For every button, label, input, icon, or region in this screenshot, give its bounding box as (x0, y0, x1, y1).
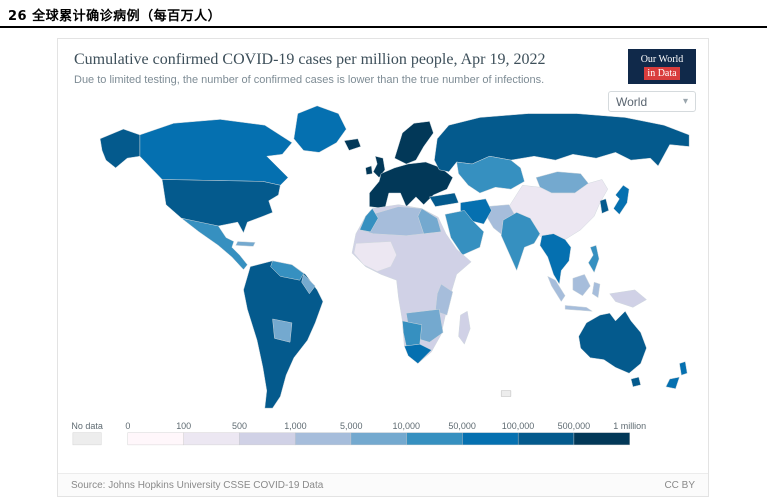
map-region-new-zealand[interactable] (665, 361, 688, 389)
map-region-europe[interactable] (369, 121, 454, 209)
map-region-philippines[interactable] (588, 245, 600, 274)
source-text[interactable]: Source: Johns Hopkins University CSSE CO… (71, 479, 324, 491)
page-title: 26 全球累计确诊病例（每百万人） (8, 9, 222, 24)
legend: No data 0 100 500 1,000 5,000 10,000 50,… (58, 419, 708, 455)
map-region-west-africa[interactable] (353, 241, 397, 272)
map-region-greenland[interactable] (293, 105, 347, 153)
legend-bin-0[interactable] (127, 432, 184, 446)
map-region-central-asia[interactable] (456, 155, 525, 194)
legend-bin-3[interactable] (294, 432, 351, 446)
map-region-south-africa[interactable] (403, 343, 432, 364)
map-region-turkey[interactable] (429, 192, 459, 207)
entity-selector-value: World (616, 94, 648, 109)
legend-scale: No data 0 100 500 1,000 5,000 10,000 50,… (71, 421, 646, 446)
legend-tick-2: 500 (232, 421, 247, 431)
header-rule (0, 26, 767, 28)
map-region-russia[interactable] (434, 113, 690, 172)
world-map (99, 105, 690, 409)
map-region-south-korea[interactable] (599, 198, 610, 214)
map-region-indonesia-malaysia[interactable] (547, 274, 601, 312)
owid-chart-card: Cumulative confirmed COVID-19 cases per … (57, 38, 709, 497)
entity-selector[interactable]: World ▾ (608, 91, 696, 112)
map-region-guyanas[interactable] (301, 273, 316, 295)
map-region-se-asia-mainland[interactable] (539, 233, 572, 285)
legend-tick-9: 1 million (613, 421, 646, 431)
map-region-alaska[interactable] (99, 128, 141, 169)
legend-bin-6[interactable] (461, 432, 518, 446)
legend-tick-0: 0 (125, 421, 130, 431)
map-region-japan[interactable] (613, 184, 630, 215)
map-region-canada[interactable] (139, 119, 293, 186)
map-region-uk-ireland[interactable] (365, 155, 386, 178)
map-region-madagascar[interactable] (458, 310, 471, 345)
map-region-namibia-botswana[interactable] (402, 320, 423, 347)
legend-bin-2[interactable] (238, 432, 295, 446)
legend-bin-5[interactable] (405, 432, 463, 446)
legend-tick-4: 5,000 (340, 421, 362, 431)
chart-header: Cumulative confirmed COVID-19 cases per … (58, 39, 708, 112)
legend-tick-6: 50,000 (448, 421, 475, 431)
map-region-mexico-central-america[interactable] (181, 217, 248, 270)
legend-bin-8[interactable] (573, 432, 630, 446)
legend-bin-4[interactable] (350, 432, 407, 446)
owid-logo-line2: in Data (644, 66, 680, 80)
legend-bin-1[interactable] (182, 432, 240, 446)
map-region-french-southern-territories[interactable] (500, 390, 512, 397)
map-region-east-africa[interactable] (435, 283, 454, 316)
map-region-arabian-peninsula[interactable] (444, 210, 485, 256)
map-region-tasmania[interactable] (630, 376, 641, 388)
legend-bin-7[interactable] (517, 432, 574, 446)
map-region-new-guinea[interactable] (609, 289, 647, 308)
license-link[interactable]: CC BY (664, 479, 695, 491)
legend-tick-8: 500,000 (557, 421, 589, 431)
legend-no-data-swatch[interactable] (72, 432, 101, 446)
legend-tick-5: 10,000 (392, 421, 419, 431)
map-region-iceland[interactable] (343, 138, 362, 151)
map-region-morocco[interactable] (359, 208, 379, 233)
map-area (58, 100, 708, 417)
map-region-bolivia-paraguay[interactable] (272, 318, 293, 343)
chart-title: Cumulative confirmed COVID-19 cases per … (74, 51, 546, 68)
map-region-united-states[interactable] (161, 179, 281, 234)
legend-tick-7: 100,000 (501, 421, 533, 431)
legend-no-data-label: No data (71, 421, 102, 431)
chart-subtitle: Due to limited testing, the number of co… (74, 74, 545, 86)
owid-logo-line1: Our World (640, 54, 684, 65)
map-region-egypt[interactable] (417, 208, 442, 234)
legend-tick-1: 100 (176, 421, 191, 431)
chevron-down-icon: ▾ (682, 96, 688, 107)
map-region-cuba-caribbean[interactable] (235, 241, 256, 247)
chart-footer: Source: Johns Hopkins University CSSE CO… (58, 473, 708, 496)
legend-tick-3: 1,000 (284, 421, 306, 431)
map-region-venezuela[interactable] (270, 260, 304, 281)
owid-logo[interactable]: Our World in Data (628, 49, 696, 84)
map-region-australia[interactable] (578, 310, 647, 374)
map-region-india[interactable] (500, 212, 541, 272)
